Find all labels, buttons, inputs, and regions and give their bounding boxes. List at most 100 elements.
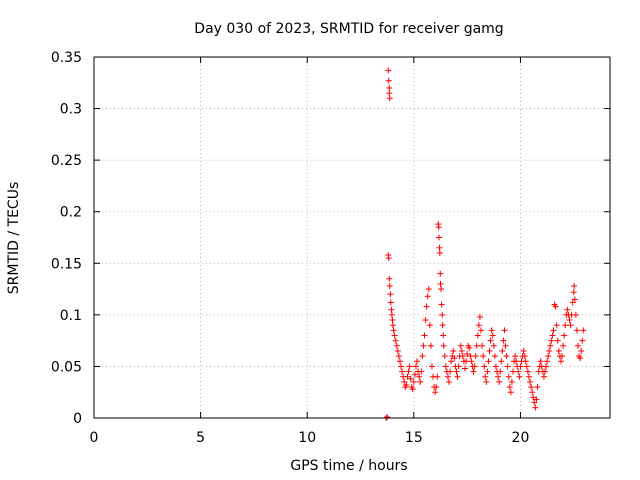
data-point <box>387 291 394 298</box>
data-point <box>534 384 541 391</box>
data-point <box>564 306 571 313</box>
data-point <box>570 289 577 296</box>
data-point <box>509 368 516 375</box>
data-point <box>532 404 539 411</box>
data-point <box>436 244 443 251</box>
data-point <box>418 368 425 375</box>
data-point <box>388 306 395 313</box>
data-point <box>508 378 515 385</box>
data-point <box>425 286 432 293</box>
data-point <box>435 224 442 231</box>
data-point <box>561 332 568 339</box>
data-point <box>446 378 453 385</box>
data-point <box>423 303 430 310</box>
data-point <box>502 342 509 349</box>
y-tick-label: 0.25 <box>51 153 82 169</box>
data-point <box>506 384 513 391</box>
data-point <box>444 373 451 380</box>
chart-title: Day 030 of 2023, SRMTID for receiver gam… <box>194 21 503 37</box>
data-point <box>501 327 508 334</box>
data-point <box>483 378 490 385</box>
data-point <box>546 347 553 354</box>
x-tick-label: 20 <box>512 430 530 446</box>
data-point <box>412 363 419 370</box>
data-point <box>457 342 464 349</box>
data-point <box>559 353 566 360</box>
data-point <box>492 363 499 370</box>
data-point <box>424 293 431 300</box>
data-point <box>389 317 396 324</box>
data-point <box>410 378 417 385</box>
data-point <box>409 386 416 393</box>
axis-ticks: 0 5 10 15 20 0 0.05 0.1 0.15 0.2 0.25 0.3 0.35 <box>51 50 610 446</box>
data-point <box>507 389 514 396</box>
data-point <box>527 378 534 385</box>
data-point <box>475 322 482 329</box>
data-point <box>498 358 505 365</box>
data-point <box>543 363 550 370</box>
y-tick-label: 0.1 <box>60 308 82 324</box>
data-point <box>533 396 540 403</box>
data-point <box>554 337 561 344</box>
data-point <box>396 358 403 365</box>
data-point <box>530 394 537 401</box>
data-point <box>428 363 435 370</box>
data-point <box>404 373 411 380</box>
data-point <box>432 389 439 396</box>
data-point <box>471 363 478 370</box>
data-point <box>479 342 486 349</box>
data-point <box>495 373 502 380</box>
data-point <box>403 381 410 388</box>
data-point <box>557 358 564 365</box>
data-point <box>454 373 461 380</box>
data-point <box>485 358 492 365</box>
x-axis-label: GPS time / hours <box>290 458 407 474</box>
data-point <box>467 353 474 360</box>
data-point <box>386 90 393 97</box>
data-point <box>386 275 393 282</box>
data-point <box>406 363 413 370</box>
data-point <box>436 249 443 256</box>
data-series-srmtid <box>383 67 587 421</box>
data-point <box>478 327 484 334</box>
data-point <box>540 373 547 380</box>
data-point <box>560 342 567 349</box>
data-point <box>512 353 519 360</box>
data-point <box>387 299 394 306</box>
data-point <box>529 389 536 396</box>
data-point <box>463 358 470 365</box>
data-point <box>426 322 433 329</box>
data-point <box>513 358 520 365</box>
data-point <box>520 347 527 354</box>
data-point <box>384 413 391 420</box>
data-point <box>503 353 510 360</box>
y-tick-label: 0.05 <box>51 359 82 375</box>
data-point <box>474 332 481 339</box>
data-point <box>393 342 400 349</box>
data-point <box>421 332 428 339</box>
data-point <box>522 358 529 365</box>
data-point <box>453 368 460 375</box>
data-point <box>435 234 442 241</box>
data-point <box>567 322 574 329</box>
data-point <box>441 353 448 360</box>
data-point <box>395 353 402 360</box>
y-tick-label: 0.3 <box>60 102 82 118</box>
data-point <box>448 358 455 365</box>
data-point <box>528 384 535 391</box>
data-point <box>577 355 584 362</box>
data-point <box>473 342 480 349</box>
data-point <box>552 303 559 310</box>
data-point <box>386 95 393 102</box>
data-point <box>417 378 424 385</box>
data-point <box>480 353 487 360</box>
data-point <box>464 351 471 358</box>
x-tick-label: 10 <box>298 430 316 446</box>
data-point <box>580 327 587 334</box>
data-point <box>579 337 586 344</box>
data-point <box>521 353 528 360</box>
y-tick-label: 0 <box>73 411 82 427</box>
data-point <box>524 368 531 375</box>
data-point <box>571 296 578 303</box>
